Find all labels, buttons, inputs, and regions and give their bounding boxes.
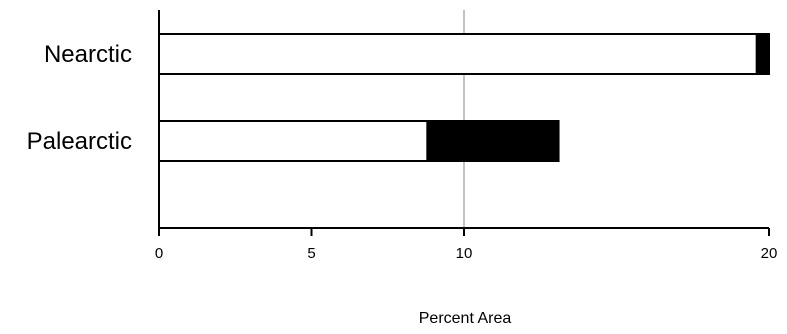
bar-nearctic-segment-2	[755, 33, 770, 75]
x-tick-label-0: 0	[155, 245, 163, 262]
bar-nearctic-segment-1	[158, 33, 758, 75]
bar-palearctic-segment-1	[158, 120, 429, 162]
x-axis-title: Percent Area	[419, 310, 512, 327]
x-tick-label-10: 10	[456, 245, 473, 262]
x-tick-label-20: 20	[761, 245, 778, 262]
category-label-nearctic: Nearctic	[44, 41, 132, 68]
category-label-palearctic: Palearctic	[27, 128, 132, 155]
bar-palearctic-segment-2	[426, 120, 560, 162]
x-tick-label-5: 5	[307, 245, 315, 262]
